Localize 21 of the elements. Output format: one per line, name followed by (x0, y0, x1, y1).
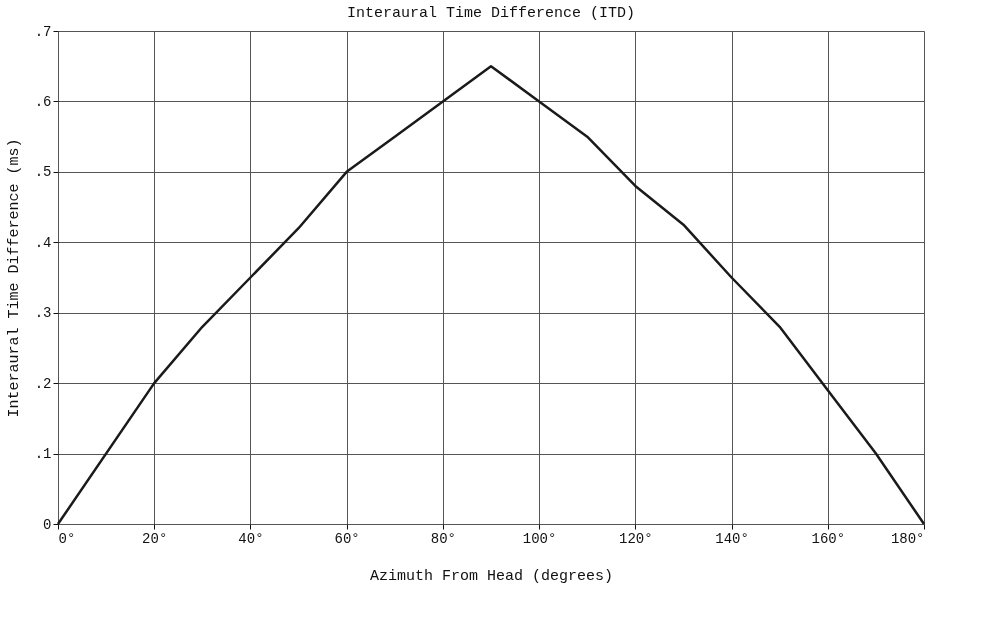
x-tick-label: 20° (142, 530, 168, 547)
y-tick-label: .4 (34, 234, 52, 251)
x-tick-label: 120° (619, 530, 653, 547)
x-tick-label: 160° (811, 530, 846, 547)
x-tick-label: 40° (238, 530, 264, 547)
chart-title: Interaural Time Difference (ITD) (346, 5, 636, 22)
y-tick-label: .3 (34, 305, 52, 322)
y-tick-label: .6 (34, 93, 52, 110)
y-tick-label: .7 (34, 23, 52, 40)
x-tick-label: 140° (715, 530, 749, 547)
y-tick-label: 0 (43, 516, 52, 533)
y-axis-title: Interaural Time Difference (ms) (5, 138, 23, 418)
x-tick-label: 60° (334, 530, 360, 547)
x-tick-label: 80° (430, 530, 456, 547)
x-tick-label: 0° (58, 530, 76, 547)
y-tick-label: .5 (34, 164, 52, 181)
y-tick-label: .2 (34, 375, 52, 392)
y-tick-label: .1 (34, 446, 52, 463)
x-axis-title: Azimuth From Head (degrees) (369, 567, 614, 585)
x-tick-label: 100° (522, 530, 557, 547)
x-tick-label: 180° (890, 530, 925, 547)
